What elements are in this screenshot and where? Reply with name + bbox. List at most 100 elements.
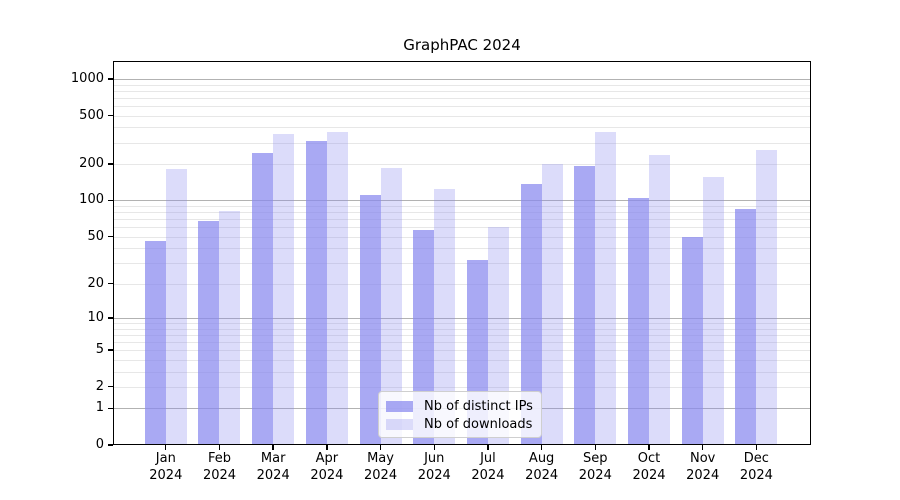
x-tick-label-aug: Aug 2024 xyxy=(525,451,559,483)
y-tick-mark xyxy=(108,163,113,165)
x-tick-label-nov: Nov 2024 xyxy=(686,451,720,483)
plot-area xyxy=(113,61,811,445)
downloads-bar-sep xyxy=(595,131,617,445)
gridline-50 xyxy=(113,236,811,238)
gridline-300 xyxy=(113,142,811,144)
gridline-5 xyxy=(113,350,811,352)
gridline-20 xyxy=(113,283,811,285)
y-tick-mark xyxy=(108,78,113,80)
downloads-bar-feb xyxy=(219,210,241,445)
downloads-bar-dec xyxy=(756,149,778,445)
y-tick-label-2: 2 xyxy=(95,378,104,394)
gridline-90 xyxy=(113,205,811,207)
x-tick-label-oct: Oct 2024 xyxy=(632,451,666,483)
x-tick-mark xyxy=(648,445,650,450)
gridline-100 xyxy=(113,200,811,202)
chart-title: GraphPAC 2024 xyxy=(403,36,521,54)
gridline-10 xyxy=(113,317,811,319)
gridline-400 xyxy=(113,127,811,129)
x-tick-label-dec: Dec 2024 xyxy=(739,451,773,483)
gridline-4 xyxy=(113,359,811,361)
x-tick-label-feb: Feb 2024 xyxy=(202,451,237,483)
legend-swatch xyxy=(386,400,413,412)
distinct-ips-bar-sep xyxy=(574,165,596,445)
y-tick-label-10: 10 xyxy=(87,309,104,325)
legend-item-distinct-ips: Nb of distinct IPs xyxy=(386,397,533,415)
gridline-2 xyxy=(113,386,811,388)
downloads-bar-oct xyxy=(649,155,670,445)
gridline-8 xyxy=(113,328,811,330)
y-tick-mark xyxy=(108,349,113,351)
x-tick-label-jun: Jun 2024 xyxy=(417,451,451,483)
y-tick-mark xyxy=(108,235,113,238)
y-tick-label-1000: 1000 xyxy=(70,70,104,86)
gridline-700 xyxy=(113,97,811,99)
y-tick-mark xyxy=(108,444,113,446)
y-tick-mark xyxy=(108,282,113,285)
y-tick-label-5: 5 xyxy=(95,342,104,358)
y-tick-label-50: 50 xyxy=(87,228,104,244)
x-tick-mark xyxy=(540,445,543,450)
gridline-70 xyxy=(113,219,811,221)
gridline-40 xyxy=(113,248,811,250)
y-tick-mark xyxy=(108,199,113,202)
y-tick-mark xyxy=(108,317,113,319)
gridline-3 xyxy=(113,371,811,373)
y-tick-label-100: 100 xyxy=(79,192,104,208)
downloads-bar-jul xyxy=(487,227,509,445)
x-tick-label-sep: Sep 2024 xyxy=(578,451,612,483)
distinct-ips-bar-oct xyxy=(628,198,649,445)
x-tick-mark xyxy=(165,445,167,450)
x-tick-mark xyxy=(594,445,596,450)
gridline-900 xyxy=(113,84,811,86)
x-tick-label-apr: Apr 2024 xyxy=(310,451,344,483)
x-tick-mark xyxy=(326,445,328,450)
x-tick-label-mar: Mar 2024 xyxy=(256,451,290,483)
x-tick-mark xyxy=(702,445,704,450)
downloads-bar-nov xyxy=(702,177,724,445)
x-tick-mark xyxy=(218,445,221,450)
x-tick-mark xyxy=(487,445,489,450)
gridline-60 xyxy=(113,227,811,229)
gridline-80 xyxy=(113,212,811,214)
gridline-6 xyxy=(113,341,811,343)
gridline-800 xyxy=(113,90,811,92)
x-tick-mark xyxy=(379,445,382,450)
distinct-ips-bar-jan xyxy=(144,241,166,445)
gridline-200 xyxy=(113,164,811,165)
y-tick-label-0: 0 xyxy=(95,437,104,452)
y-tick-label-200: 200 xyxy=(79,156,104,171)
distinct-ips-bar-nov xyxy=(681,236,703,445)
y-tick-mark xyxy=(108,407,113,409)
downloads-bar-jun xyxy=(434,189,456,445)
distinct-ips-bar-dec xyxy=(735,208,757,445)
x-tick-label-jan: Jan 2024 xyxy=(149,451,183,483)
gridline-600 xyxy=(113,105,811,107)
legend: Nb of distinct IPs Nb of downloads xyxy=(378,391,542,438)
legend-label: Nb of downloads xyxy=(424,416,533,432)
distinct-ips-bar-apr xyxy=(305,140,327,445)
gridline-500 xyxy=(113,115,811,117)
y-tick-label-500: 500 xyxy=(79,107,104,123)
legend-label: Nb of distinct IPs xyxy=(424,398,533,414)
gridline-9 xyxy=(113,323,811,324)
x-tick-mark xyxy=(433,445,435,450)
downloads-bar-may xyxy=(380,168,402,445)
distinct-ips-bar-mar xyxy=(252,153,274,445)
distinct-ips-bar-may xyxy=(359,195,381,445)
y-tick-mark xyxy=(108,386,113,388)
y-tick-mark xyxy=(108,114,113,117)
x-tick-label-jul: Jul 2024 xyxy=(471,451,505,483)
legend-item-downloads: Nb of downloads xyxy=(386,415,533,433)
gridline-1000 xyxy=(113,78,811,80)
downloads-bar-aug xyxy=(541,164,563,445)
x-tick-mark xyxy=(755,445,758,450)
gridline-30 xyxy=(113,263,811,265)
legend-swatch xyxy=(386,418,413,430)
distinct-ips-bar-aug xyxy=(520,183,542,445)
downloads-bar-jan xyxy=(165,168,187,445)
downloads-bar-apr xyxy=(326,132,348,445)
gridline-7 xyxy=(113,334,811,336)
x-tick-label-may: May 2024 xyxy=(364,451,398,483)
